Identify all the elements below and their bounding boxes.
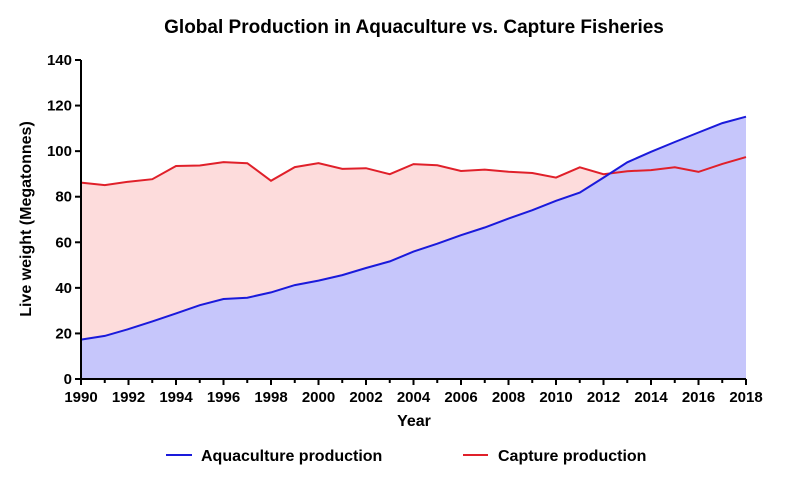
y-tick-label: 60 [55,234,72,251]
aquaculture-area-fill [81,116,746,379]
y-tick-label: 80 [55,189,72,206]
x-tick-label: 1996 [207,389,240,406]
y-tick-label: 20 [55,325,72,342]
x-tick-label: 1992 [112,389,145,406]
legend: Aquaculture production Capture productio… [166,448,646,465]
x-tick-label: 2018 [729,389,762,406]
x-tick-label: 1998 [254,389,287,406]
y-axis-title: Live weight (Megatonnes) [18,121,35,317]
x-tick-label: 2002 [349,389,382,406]
x-tick-label: 1990 [64,389,97,406]
aquaculture-series-line [80,115,747,341]
axes: 0 20 40 60 80 100 120 140 1990 1992 1994 1996 1998 2… [47,52,763,406]
x-tick-label: 2010 [539,389,572,406]
x-axis-title: Year [397,413,431,430]
x-tick-label: 2006 [444,389,477,406]
plot-area [80,115,747,379]
y-tick-label: 0 [64,371,72,388]
capture-series-line [80,156,747,187]
x-tick-label: 1994 [159,389,193,406]
x-tick-label: 2004 [397,389,431,406]
chart-title: Global Production in Aquaculture vs. Cap… [164,17,664,38]
x-tick-label: 2012 [587,389,620,406]
legend-label-aquaculture: Aquaculture production [201,448,382,465]
y-tick-label: 120 [47,98,72,115]
y-tick-label: 100 [47,143,72,160]
x-tick-label: 2008 [492,389,525,406]
x-tick-label: 2014 [634,389,668,406]
x-tick-label: 2000 [302,389,335,406]
legend-label-capture: Capture production [498,448,646,465]
y-tick-label: 40 [55,280,72,297]
y-tick-label: 140 [47,52,72,69]
x-tick-label: 2016 [682,389,715,406]
